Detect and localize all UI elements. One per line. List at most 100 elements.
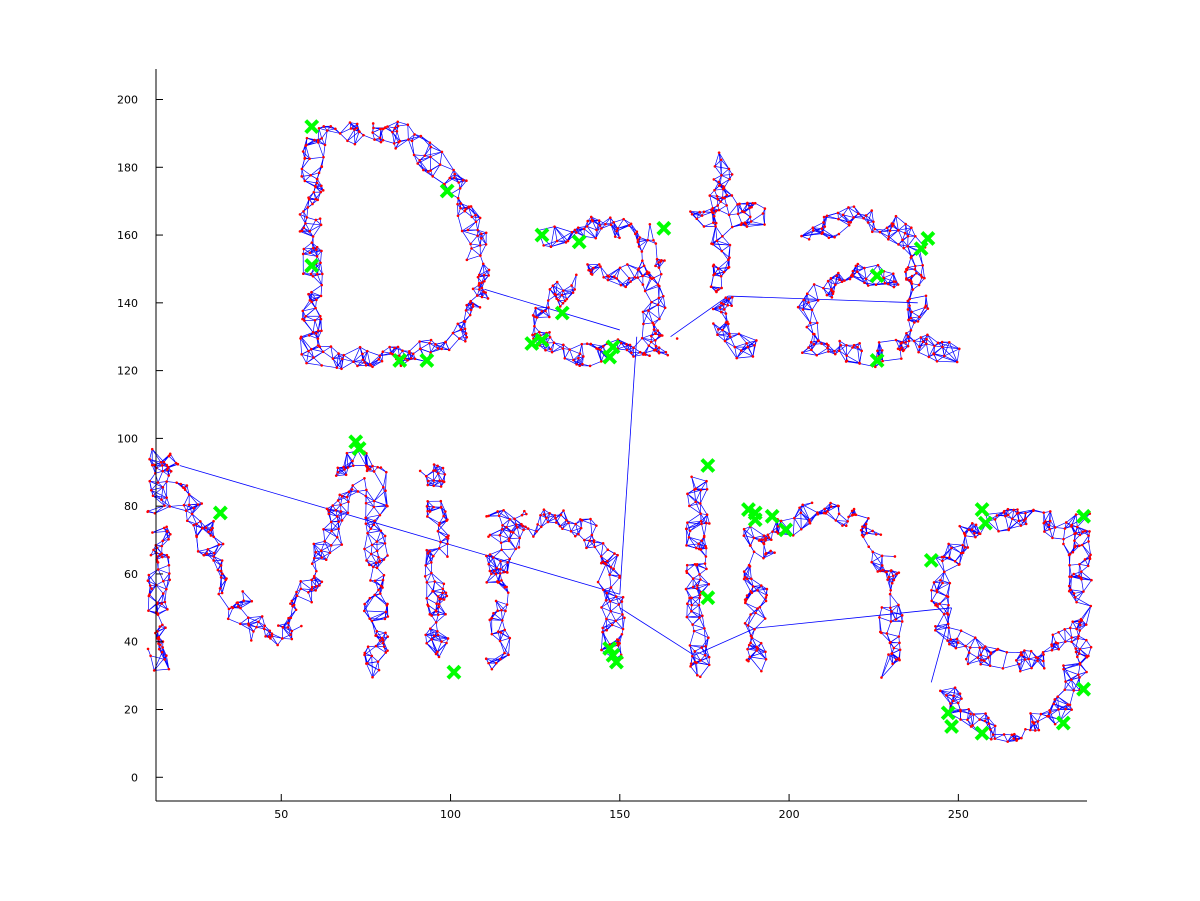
graph-edge: [579, 519, 582, 529]
graph-edge: [686, 615, 703, 618]
graph-edge: [365, 500, 375, 504]
graph-edge: [482, 263, 485, 276]
graph-edge: [445, 332, 454, 343]
graph-edge: [687, 513, 701, 523]
graph-edge: [218, 593, 230, 610]
graph-edge: [552, 285, 564, 291]
graph-edge: [641, 239, 648, 252]
graph-edge: [433, 581, 436, 592]
graph-edge: [823, 287, 833, 298]
graph-edge: [838, 218, 850, 226]
graph-edge: [642, 311, 653, 324]
graph-edge: [371, 620, 378, 632]
graph-edge: [331, 530, 338, 538]
graph-edge: [491, 633, 501, 642]
graph-edge: [496, 561, 501, 569]
graph-edge: [841, 278, 851, 283]
graph-edge: [328, 513, 338, 517]
graph-edge: [366, 489, 375, 502]
graph-edge: [721, 174, 733, 176]
graph-edge: [738, 333, 757, 341]
graph-edge: [590, 518, 593, 536]
graph-edge: [302, 307, 316, 312]
graph-edge: [213, 560, 219, 571]
graph-edge: [302, 151, 310, 159]
graph-edge: [366, 560, 377, 564]
graph-edge: [691, 597, 700, 606]
graph-edge: [336, 474, 347, 476]
graph-edge: [803, 299, 813, 311]
graph-edge: [811, 340, 819, 351]
graph-edge: [689, 520, 702, 532]
graph-edge: [911, 227, 916, 237]
graph-edge: [304, 175, 311, 182]
graph-edge: [370, 544, 373, 555]
graph-edge: [338, 511, 342, 522]
graph-edge: [759, 606, 766, 619]
graph-edge: [553, 342, 564, 349]
graph-edge: [706, 514, 708, 524]
graph-edge: [365, 523, 368, 534]
graph-edge: [811, 309, 818, 324]
graph-edge: [745, 602, 756, 614]
graph-edge: [429, 507, 442, 512]
graph-edge: [303, 242, 313, 250]
graph-edge: [347, 131, 360, 142]
graph-edge: [149, 584, 157, 595]
graph-edge: [713, 323, 723, 331]
graph-edge: [578, 533, 585, 541]
graph-edge: [753, 551, 764, 559]
graph-edge: [555, 518, 561, 527]
graph-edge: [486, 658, 497, 664]
graph-edge: [922, 265, 925, 279]
graph-edge: [327, 128, 336, 131]
graph-edge: [549, 289, 557, 299]
graph-edge: [716, 240, 723, 252]
graph-edge: [578, 226, 588, 228]
graph-edge: [352, 485, 359, 492]
graph-edge: [639, 237, 648, 241]
graph-edge: [425, 565, 432, 574]
graph-edge: [382, 346, 390, 353]
graph-edge: [642, 337, 656, 341]
graph-edge: [323, 529, 326, 542]
graph-edge: [419, 160, 429, 172]
graph-edge: [318, 127, 328, 131]
graph-edge: [435, 467, 444, 471]
graph-edge: [303, 273, 314, 277]
graph-edge: [429, 551, 432, 563]
graph-edge: [622, 614, 624, 630]
graph-edge: [309, 224, 322, 232]
graph-edge: [157, 481, 167, 483]
graph-edge: [336, 355, 345, 368]
graph-edge: [470, 243, 481, 246]
graph-edge: [722, 322, 727, 331]
graph-edge: [303, 247, 314, 250]
graph-edge: [321, 365, 337, 369]
graph-edge: [338, 353, 342, 369]
graph-edge: [277, 638, 283, 646]
graph-edge: [755, 612, 766, 619]
graph-edge: [167, 463, 179, 468]
graph-edge: [591, 266, 601, 275]
graph-edge: [865, 278, 877, 286]
graph-edge: [852, 267, 865, 272]
graph-edge: [313, 543, 322, 551]
graph-edge: [296, 581, 302, 593]
graph-edge: [161, 539, 169, 547]
graph-edge: [313, 543, 323, 558]
graph-edge: [747, 648, 758, 650]
graph-edge: [743, 528, 755, 539]
graph-edge: [364, 351, 368, 363]
graph-edge: [752, 340, 757, 357]
graph-edge: [746, 566, 751, 579]
graph-edge: [314, 577, 323, 583]
graph-edge: [917, 251, 924, 266]
graph-edge: [586, 546, 595, 549]
graph-edge: [155, 584, 164, 594]
graph-edge: [908, 319, 912, 331]
graph-edge: [300, 588, 309, 593]
graph-edge: [808, 299, 819, 303]
graph-edge: [242, 591, 253, 602]
graph-edge: [510, 524, 517, 532]
